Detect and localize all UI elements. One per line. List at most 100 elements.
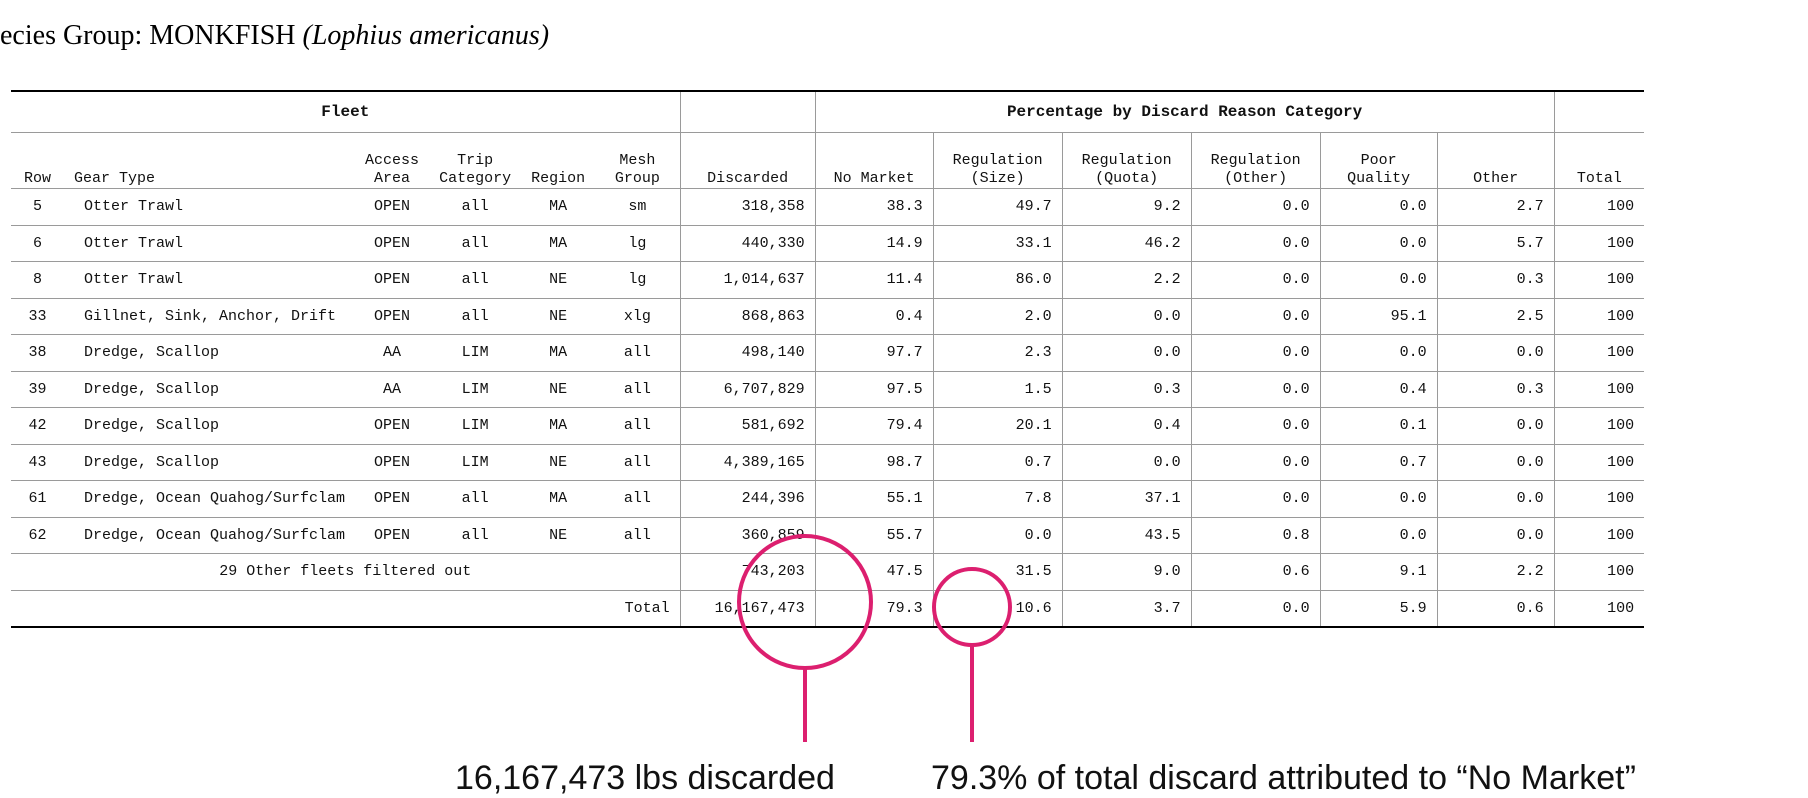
cell-no-market: 38.3 <box>814 188 934 226</box>
cell-trip-category: all <box>429 480 522 518</box>
cell-regulation-size: 2.3 <box>932 334 1063 372</box>
cell-total: 100 <box>1553 371 1645 408</box>
cell-mesh-group: sm <box>595 188 681 226</box>
cell-discarded: 440,330 <box>679 225 816 262</box>
cell-gear-type: Dredge, Scallop <box>64 371 356 408</box>
cell-poor-quality: 95.1 <box>1319 298 1438 335</box>
cell-row: 33 <box>11 298 64 335</box>
discarded-group-spacer <box>679 90 816 133</box>
cell-gear-type: Dredge, Scallop <box>64 407 356 445</box>
table-row: 43 Dredge, Scallop OPEN LIM NE all 4,389,165 98… <box>11 444 1645 481</box>
cell-mesh-group: all <box>595 334 681 372</box>
cell-regulation-quota: 43.5 <box>1061 517 1192 554</box>
cell-trip-category: LIM <box>429 334 522 372</box>
cell-other: 0.3 <box>1436 261 1555 299</box>
cell-total: 100 <box>1553 225 1645 262</box>
cell-total: 100 <box>1553 480 1645 518</box>
cell-discarded: 868,863 <box>679 298 816 335</box>
cell-other: 0.0 <box>1436 517 1555 554</box>
cell-regulation-other: 0.0 <box>1190 261 1321 299</box>
col-trip-category: Trip Category <box>429 132 522 189</box>
species-title: ecies Group: MONKFISH (Lophius americanu… <box>0 20 549 52</box>
cell-row: 62 <box>11 517 64 554</box>
cell-poor-quality: 0.4 <box>1319 371 1438 408</box>
cell-other: 2.2 <box>1436 553 1555 591</box>
table-row: 62 Dredge, Ocean Quahog/Surfclam OPEN all NE… <box>11 517 1645 554</box>
cell-regulation-other: 0.0 <box>1190 444 1321 481</box>
cell-regulation-quota: 2.2 <box>1061 261 1192 299</box>
total-label: Total <box>11 590 681 628</box>
cell-no-market: 98.7 <box>814 444 934 481</box>
col-access-area: Access Area <box>355 132 430 189</box>
cell-regulation-quota: 0.3 <box>1061 371 1192 408</box>
cell-poor-quality: 0.0 <box>1319 225 1438 262</box>
cell-trip-category: LIM <box>429 444 522 481</box>
cell-no-market: 97.5 <box>814 371 934 408</box>
cell-gear-type: Dredge, Ocean Quahog/Surfclam <box>64 480 356 518</box>
table-row: 33 Gillnet, Sink, Anchor, Drift OPEN all NE x… <box>11 298 1645 335</box>
cell-discarded: 581,692 <box>679 407 816 445</box>
cell-poor-quality: 0.0 <box>1319 334 1438 372</box>
cell-no-market: 11.4 <box>814 261 934 299</box>
cell-trip-category: all <box>429 298 522 335</box>
other-fleets-row: 29 Other fleets filtered out 743,203 47.… <box>11 553 1645 591</box>
table-row: 42 Dredge, Scallop OPEN LIM MA all 581,692 79.4… <box>11 407 1645 445</box>
cell-row: 42 <box>11 407 64 445</box>
cell-access-area: OPEN <box>355 444 430 481</box>
cell-regulation-size: 49.7 <box>932 188 1063 226</box>
cell-gear-type: Dredge, Scallop <box>64 444 356 481</box>
cell-no-market: 79.4 <box>814 407 934 445</box>
cell-other: 0.3 <box>1436 371 1555 408</box>
cell-no-market: 55.1 <box>814 480 934 518</box>
cell-access-area: OPEN <box>355 261 430 299</box>
cell-other: 2.5 <box>1436 298 1555 335</box>
cell-other: 0.6 <box>1436 590 1555 628</box>
cell-discarded: 1,014,637 <box>679 261 816 299</box>
cell-trip-category: LIM <box>429 407 522 445</box>
col-discarded: Discarded <box>679 132 816 189</box>
cell-regulation-size: 1.5 <box>932 371 1063 408</box>
cell-discarded: 4,389,165 <box>679 444 816 481</box>
cell-mesh-group: all <box>595 480 681 518</box>
cell-poor-quality: 0.0 <box>1319 480 1438 518</box>
cell-mesh-group: xlg <box>595 298 681 335</box>
discarded-callout-line <box>803 668 807 742</box>
scientific-name: (Lophius americanus) <box>302 20 550 51</box>
cell-other: 0.0 <box>1436 334 1555 372</box>
cell-regulation-other: 0.0 <box>1190 298 1321 335</box>
cell-no-market: 97.7 <box>814 334 934 372</box>
cell-regulation-other: 0.0 <box>1190 334 1321 372</box>
cell-other: 2.7 <box>1436 188 1555 226</box>
cell-row: 5 <box>11 188 64 226</box>
no-market-highlight-circle <box>932 567 1012 647</box>
cell-regulation-quota: 9.2 <box>1061 188 1192 226</box>
cell-row: 6 <box>11 225 64 262</box>
cell-regulation-size: 7.8 <box>932 480 1063 518</box>
cell-regulation-size: 20.1 <box>932 407 1063 445</box>
cell-poor-quality: 9.1 <box>1319 553 1438 591</box>
cell-trip-category: LIM <box>429 371 522 408</box>
table-row: 61 Dredge, Ocean Quahog/Surfclam OPEN all MA… <box>11 480 1645 518</box>
table-row: 39 Dredge, Scallop AA LIM NE all 6,707,829 97.5… <box>11 371 1645 408</box>
cell-region: MA <box>521 480 596 518</box>
cell-regulation-other: 0.0 <box>1190 371 1321 408</box>
cell-poor-quality: 0.1 <box>1319 407 1438 445</box>
col-total: Total <box>1553 132 1645 189</box>
cell-mesh-group: all <box>595 517 681 554</box>
cell-mesh-group: all <box>595 371 681 408</box>
cell-row: 39 <box>11 371 64 408</box>
cell-gear-type: Dredge, Scallop <box>64 334 356 372</box>
cell-total: 100 <box>1553 407 1645 445</box>
cell-total: 100 <box>1553 334 1645 372</box>
cell-poor-quality: 5.9 <box>1319 590 1438 628</box>
cell-row: 43 <box>11 444 64 481</box>
table-row: 5 Otter Trawl OPEN all MA sm 318,358 38.3 49.7 9.… <box>11 188 1645 226</box>
cell-access-area: OPEN <box>355 517 430 554</box>
cell-access-area: AA <box>355 371 430 408</box>
cell-regulation-quota: 46.2 <box>1061 225 1192 262</box>
table-row: 6 Otter Trawl OPEN all MA lg 440,330 14.9 33.1 46… <box>11 225 1645 262</box>
col-no-market: No Market <box>814 132 934 189</box>
cell-mesh-group: lg <box>595 225 681 262</box>
discard-table: Fleet Percentage by Discard Reason Categ… <box>11 90 1645 628</box>
cell-access-area: OPEN <box>355 298 430 335</box>
